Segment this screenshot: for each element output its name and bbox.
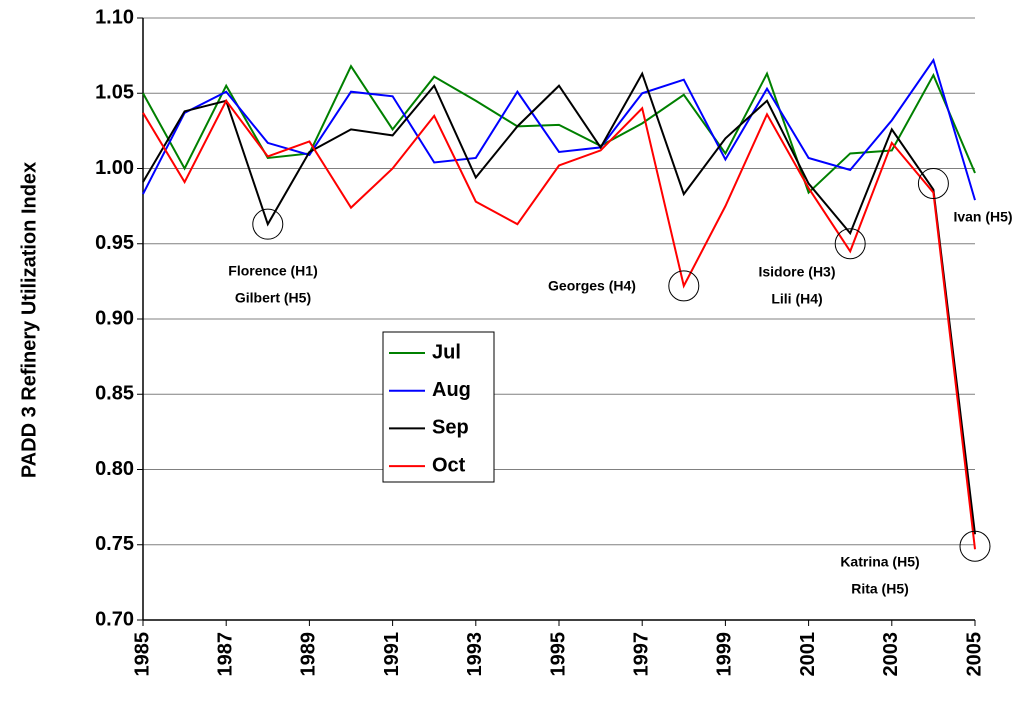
y-tick-label: 0.80: [95, 458, 134, 480]
x-tick-label: 1997: [630, 632, 652, 677]
x-tick-label: 2003: [880, 632, 902, 677]
x-tick-label: 1985: [131, 632, 153, 677]
annotation-circle: [252, 208, 284, 240]
legend: Jul Aug Sep Oct: [382, 331, 495, 483]
legend-label: Jul: [432, 341, 461, 363]
y-tick-label: 0.75: [95, 533, 134, 555]
y-tick-label: 0.95: [95, 232, 134, 254]
y-tick-label: 0.70: [95, 608, 134, 630]
x-tick-label: 2005: [963, 632, 985, 677]
x-tick-label: 1993: [464, 632, 486, 677]
annotation: Gilbert (H5): [235, 290, 311, 306]
legend-box: [382, 331, 495, 483]
x-tick-label: 1989: [298, 632, 320, 677]
y-tick-label: 0.85: [95, 383, 134, 405]
x-tick-label: 1999: [714, 632, 736, 677]
annotation: Rita (H5): [851, 581, 909, 597]
series-line: [142, 98, 976, 550]
legend-label: Oct: [432, 454, 466, 476]
series-line: [142, 71, 976, 535]
annotation: Lili (H4): [771, 291, 822, 307]
annotation: Katrina (H5): [840, 554, 919, 570]
annotation-circle: [668, 270, 700, 302]
x-tick-label: 2001: [797, 632, 819, 677]
annotation: Ivan (H5): [953, 209, 1012, 225]
annotation: Florence (H1): [228, 263, 317, 279]
legend-label: Sep: [432, 417, 469, 439]
y-tick-label: 1.00: [95, 157, 134, 179]
y-tick-label: 0.90: [95, 307, 134, 329]
annotation-circle: [917, 168, 949, 200]
y-tick-label: 1.10: [95, 6, 134, 28]
x-tick-label: 1995: [547, 632, 569, 677]
legend-label: Aug: [432, 379, 471, 401]
y-tick-label: 1.05: [95, 82, 134, 104]
x-tick-label: 1987: [214, 632, 236, 677]
annotation: Isidore (H3): [758, 264, 835, 280]
annotation-circle: [959, 530, 991, 562]
x-tick-label: 1991: [381, 632, 403, 677]
annotation: Georges (H4): [548, 278, 636, 294]
y-axis-label: PADD 3 Refinery Utilization Index: [18, 162, 40, 478]
series-line: [142, 57, 976, 201]
annotation-circle: [834, 228, 866, 260]
